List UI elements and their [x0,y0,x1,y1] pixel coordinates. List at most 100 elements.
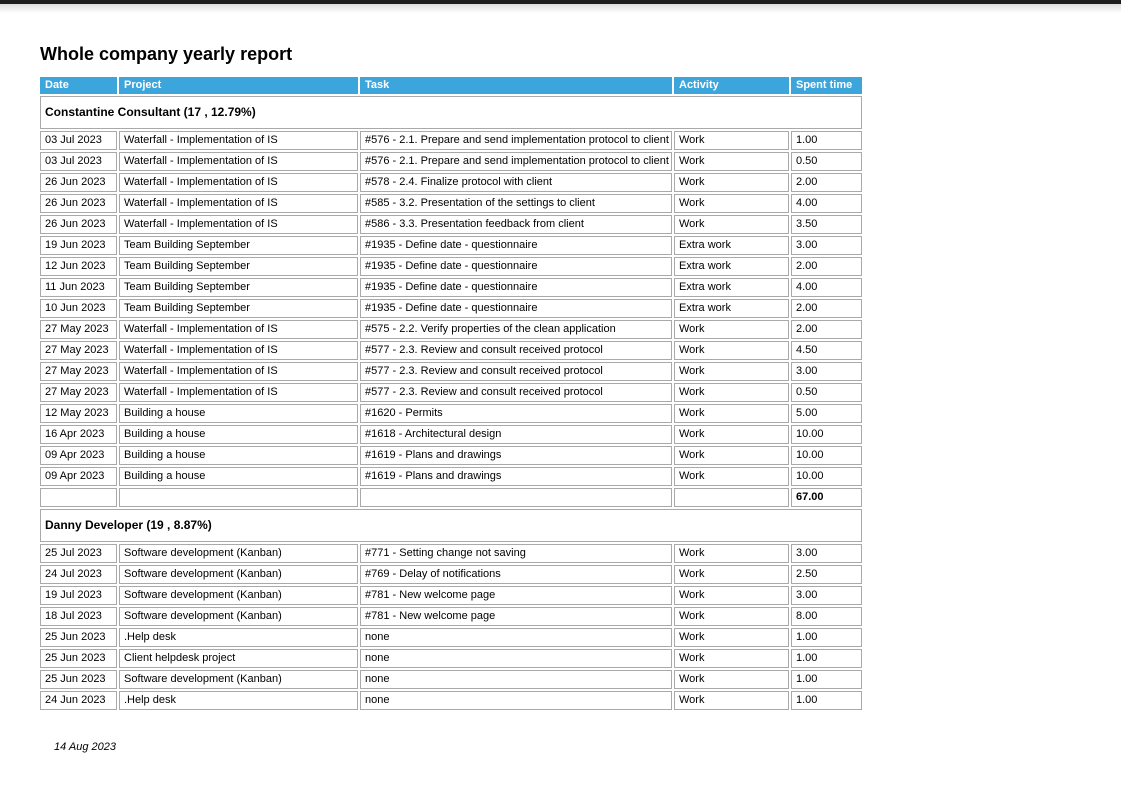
project-cell: Waterfall - Implementation of IS [119,383,358,402]
report-generation-date: 14 Aug 2023 [54,741,116,753]
table-row: 25 Jul 2023 Software development (Kanban)… [40,544,862,563]
date-cell: 09 Apr 2023 [40,467,117,486]
project-cell: .Help desk [119,628,358,647]
task-cell: none [360,670,672,689]
activity-cell: Work [674,586,789,605]
activity-cell: Work [674,691,789,710]
activity-cell: Work [674,194,789,213]
spent-time-cell: 4.50 [791,341,862,360]
task-cell: #1935 - Define date - questionnaire [360,299,672,318]
spent-time-cell: 10.00 [791,467,862,486]
total-spacer-cell [40,488,117,507]
spent-time-cell: 3.00 [791,544,862,563]
spent-time-cell: 8.00 [791,607,862,626]
project-cell: Waterfall - Implementation of IS [119,341,358,360]
column-header-date: Date [40,77,117,94]
task-cell: #1620 - Permits [360,404,672,423]
project-cell: .Help desk [119,691,358,710]
task-cell: #781 - New welcome page [360,586,672,605]
activity-cell: Extra work [674,299,789,318]
project-cell: Software development (Kanban) [119,544,358,563]
date-cell: 25 Jul 2023 [40,544,117,563]
date-cell: 24 Jun 2023 [40,691,117,710]
task-cell: #576 - 2.1. Prepare and send implementat… [360,131,672,150]
column-header-project: Project [119,77,358,94]
task-cell: #577 - 2.3. Review and consult received … [360,383,672,402]
project-cell: Waterfall - Implementation of IS [119,320,358,339]
activity-cell: Work [674,173,789,192]
task-cell: #1619 - Plans and drawings [360,467,672,486]
date-cell: 26 Jun 2023 [40,215,117,234]
table-row: 10 Jun 2023 Team Building September #1935 … [40,299,862,318]
activity-cell: Extra work [674,257,789,276]
table-row: 24 Jun 2023 .Help desk none Work 1.00 [40,691,862,710]
task-cell: #585 - 3.2. Presentation of the settings… [360,194,672,213]
spent-time-cell: 5.00 [791,404,862,423]
table-row: 03 Jul 2023 Waterfall - Implementation of… [40,152,862,171]
project-cell: Client helpdesk project [119,649,358,668]
project-cell: Team Building September [119,278,358,297]
activity-cell: Work [674,320,789,339]
task-cell: #578 - 2.4. Finalize protocol with clien… [360,173,672,192]
date-cell: 25 Jun 2023 [40,670,117,689]
date-cell: 25 Jun 2023 [40,628,117,647]
activity-cell: Work [674,649,789,668]
group-total-row: 67.00 [40,488,862,507]
group-header-label: Constantine Consultant (17 , 12.79%) [40,96,862,129]
date-cell: 03 Jul 2023 [40,152,117,171]
spent-time-cell: 3.00 [791,236,862,255]
project-cell: Waterfall - Implementation of IS [119,173,358,192]
project-cell: Building a house [119,404,358,423]
table-row: 26 Jun 2023 Waterfall - Implementation of… [40,215,862,234]
task-cell: none [360,691,672,710]
task-cell: #586 - 3.3. Presentation feedback from c… [360,215,672,234]
group-header-label: Danny Developer (19 , 8.87%) [40,509,862,542]
project-cell: Software development (Kanban) [119,586,358,605]
group-header-row: Constantine Consultant (17 , 12.79%) [40,96,862,129]
table-row: 03 Jul 2023 Waterfall - Implementation of… [40,131,862,150]
task-cell: #1935 - Define date - questionnaire [360,257,672,276]
table-row: 19 Jul 2023 Software development (Kanban)… [40,586,862,605]
table-row: 16 Apr 2023 Building a house #1618 - Archi… [40,425,862,444]
column-header-spent-time: Spent time [791,77,862,94]
project-cell: Waterfall - Implementation of IS [119,152,358,171]
task-cell: none [360,628,672,647]
spent-time-cell: 4.00 [791,278,862,297]
spent-time-report-table: Date Project Task Activity Spent time Co… [38,75,864,712]
task-cell: #1619 - Plans and drawings [360,446,672,465]
date-cell: 09 Apr 2023 [40,446,117,465]
task-cell: #1935 - Define date - questionnaire [360,236,672,255]
date-cell: 26 Jun 2023 [40,194,117,213]
activity-cell: Work [674,404,789,423]
date-cell: 25 Jun 2023 [40,649,117,668]
table-row: 25 Jun 2023 Client helpdesk project none Wo… [40,649,862,668]
spent-time-cell: 1.00 [791,649,862,668]
task-cell: #769 - Delay of notifications [360,565,672,584]
total-spacer-cell [360,488,672,507]
table-row: 27 May 2023 Waterfall - Implementation of… [40,341,862,360]
task-cell: #1618 - Architectural design [360,425,672,444]
date-cell: 27 May 2023 [40,320,117,339]
table-row: 27 May 2023 Waterfall - Implementation of… [40,320,862,339]
activity-cell: Work [674,152,789,171]
table-row: 26 Jun 2023 Waterfall - Implementation of… [40,194,862,213]
activity-cell: Work [674,544,789,563]
project-cell: Building a house [119,425,358,444]
project-cell: Building a house [119,446,358,465]
table-row: 27 May 2023 Waterfall - Implementation of… [40,383,862,402]
task-cell: #781 - New welcome page [360,607,672,626]
project-cell: Software development (Kanban) [119,670,358,689]
activity-cell: Work [674,383,789,402]
task-cell: none [360,649,672,668]
activity-cell: Extra work [674,236,789,255]
window-top-edge [0,0,1121,4]
page-title: Whole company yearly report [40,44,293,64]
task-cell: #771 - Setting change not saving [360,544,672,563]
spent-time-cell: 4.00 [791,194,862,213]
table-row: 24 Jul 2023 Software development (Kanban)… [40,565,862,584]
activity-cell: Work [674,670,789,689]
table-row: 11 Jun 2023 Team Building September #1935 … [40,278,862,297]
table-row: 25 Jun 2023 Software development (Kanban)… [40,670,862,689]
date-cell: 12 Jun 2023 [40,257,117,276]
table-row: 27 May 2023 Waterfall - Implementation of… [40,362,862,381]
